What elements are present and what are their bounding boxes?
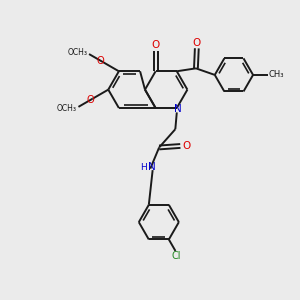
Text: OCH₃: OCH₃ bbox=[68, 48, 88, 57]
Text: H: H bbox=[140, 163, 147, 172]
Text: O: O bbox=[86, 95, 94, 105]
Text: O: O bbox=[152, 40, 160, 50]
Text: CH₃: CH₃ bbox=[269, 70, 284, 80]
Text: O: O bbox=[97, 56, 105, 66]
Text: Cl: Cl bbox=[172, 251, 182, 261]
Text: O: O bbox=[193, 38, 201, 48]
Text: N: N bbox=[174, 103, 182, 114]
Text: N: N bbox=[148, 163, 155, 172]
Text: OCH₃: OCH₃ bbox=[57, 103, 77, 112]
Text: O: O bbox=[183, 141, 191, 151]
